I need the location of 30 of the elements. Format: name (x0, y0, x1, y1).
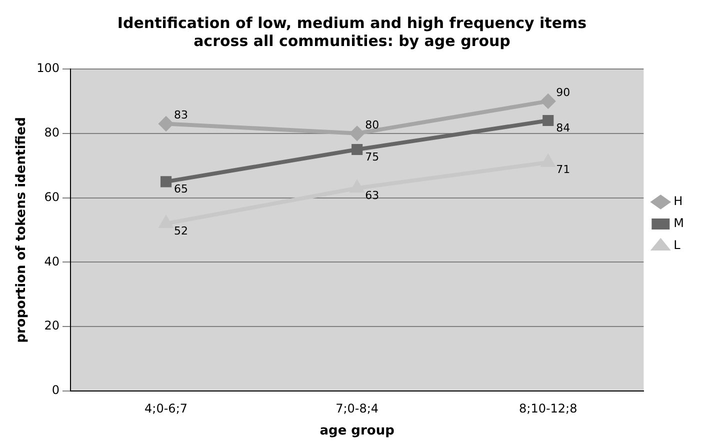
point (352, 144, 363, 156)
data-label: 80 (365, 118, 380, 132)
legend-label: M (674, 216, 684, 230)
data-label: 83 (174, 108, 188, 122)
y-tick-label: 80 (44, 126, 60, 140)
data-label: 71 (556, 163, 570, 176)
legend-label: L (674, 238, 681, 252)
y-tick-label: 100 (36, 61, 60, 76)
x-tick-label: 7;0-8;4 (336, 401, 379, 416)
y-axis-title: proportion of tokens identified (14, 117, 30, 343)
point (350, 126, 364, 140)
y-tick-label: 20 (44, 318, 60, 333)
y-tick-label: 40 (44, 254, 60, 268)
point (542, 114, 554, 126)
data-label: 65 (174, 182, 188, 196)
y-tick-label: 0 (52, 383, 60, 398)
point (541, 94, 556, 108)
y-tick-label: 60 (44, 190, 60, 204)
data-label: 63 (365, 189, 380, 202)
legend-label: H (674, 194, 683, 208)
data-label: 75 (365, 150, 380, 164)
point (160, 176, 172, 188)
x-tick-label: 4;0-6;7 (144, 401, 188, 416)
x-tick-label: 8;10-12;8 (519, 401, 578, 416)
point (159, 116, 174, 131)
x-axis-title: age group (320, 424, 394, 439)
data-label: 52 (174, 224, 188, 238)
data-label: 84 (556, 121, 570, 134)
data-label: 90 (556, 86, 570, 100)
chart-title: Identification of low, medium and high frequency items across all communities: by age group (117, 14, 587, 50)
